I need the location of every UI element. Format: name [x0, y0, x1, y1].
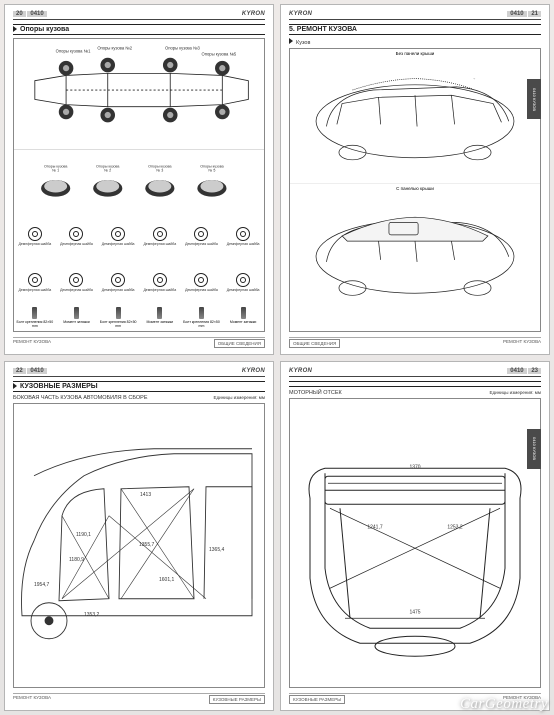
dim-c: 1475 — [409, 609, 420, 615]
section-code: 0410 — [27, 11, 46, 17]
section-title: Опоры кузова — [13, 24, 265, 35]
page-header: KYRON 0410 23 — [289, 368, 541, 377]
bolt-label: Момент затяжки — [230, 320, 257, 324]
page-footer: ОБЩИЕ СВЕДЕНИЯ РЕМОНТ КУЗОВА — [289, 337, 541, 348]
comp-label: Демпферная шайба — [60, 242, 93, 246]
comp-label: Демпферная шайба — [18, 288, 51, 292]
diagram-frame: 0410 КУЗОВ Без панели крыши → С пан — [289, 48, 541, 332]
comp-label: Демпферная шайба — [143, 242, 176, 246]
bolt-label: Момент затяжки — [147, 320, 174, 324]
engine-bay-svg: 1370 1241,7 1253,2 1475 — [290, 399, 540, 688]
car-caption: С панелью крыши — [396, 186, 434, 191]
comp-label: Демпферная шайба — [185, 288, 218, 292]
unit-note: Единицы измерения: мм — [489, 390, 541, 395]
side-tab: 0410 КУЗОВ — [527, 429, 541, 469]
car-caption: Без панели крыши — [396, 51, 435, 56]
car-with-roof: С панелью крыши — [290, 184, 540, 319]
manual-page-4: KYRON 0410 23 МОТОРНЫЙ ОТСЕК Единицы изме… — [280, 361, 550, 712]
page-footer: РЕМОНТ КУЗОВА ОБЩИЕ СВЕДЕНИЯ — [13, 337, 265, 348]
svg-text:Опоры кузова №3: Опоры кузова №3 — [165, 45, 200, 50]
footer-right: ОБЩИЕ СВЕДЕНИЯ — [214, 339, 265, 348]
brand-logo: KYRON — [242, 368, 265, 374]
comp-label: Демпферная шайба — [227, 242, 260, 246]
dim-d: 1954,7 — [34, 581, 50, 587]
svg-text:№ 5: № 5 — [208, 168, 215, 172]
bolt-label: Момент затяжки — [63, 320, 90, 324]
brand-logo: KYRON — [242, 11, 265, 17]
bolt-label: Болт крепления 82×50 mm — [183, 320, 220, 328]
svg-text:№ 1: № 1 — [52, 168, 59, 172]
footer-left: ОБЩИЕ СВЕДЕНИЯ — [289, 339, 340, 348]
comp-label: Демпферная шайба — [18, 242, 51, 246]
diagram-frame: 1180,9 1190,1 1413 1355,7 1954,7 1353,2 … — [13, 403, 265, 689]
manual-page-2: KYRON 0410 21 5. РЕМОНТ КУЗОВА Кузов 041… — [280, 4, 550, 355]
section-title: 5. РЕМОНТ КУЗОВА — [289, 24, 541, 35]
bolt-label: Болт крепления 82×50 mm — [100, 320, 137, 328]
chassis-svg: Опоры кузова №1 Опоры кузова №2 Опоры куз… — [14, 39, 264, 143]
page-number: 20 — [13, 11, 26, 17]
dim-b: 1253,2 — [447, 524, 463, 530]
subtitle-text: БОКОВАЯ ЧАСТЬ КУЗОВА АВТОМОБИЛЯ В СБОРЕ — [13, 395, 147, 401]
page-footer: КУЗОВНЫЕ РАЗМЕРЫ РЕМОНТ КУЗОВА — [289, 693, 541, 704]
dim-c: 1355,7 — [139, 541, 155, 547]
svg-text:→: → — [472, 77, 476, 81]
section-title-text: 5. РЕМОНТ КУЗОВА — [289, 26, 357, 33]
footer-left: КУЗОВНЫЕ РАЗМЕРЫ — [289, 695, 345, 704]
components-grid: Демпферная шайба Демпферная шайба Демпфе… — [14, 214, 264, 331]
section-title-text: Опоры кузова — [20, 26, 69, 33]
footer-left: РЕМОНТ КУЗОВА — [13, 695, 51, 704]
section-title-empty — [289, 381, 541, 387]
comp-label: Демпферная шайба — [227, 288, 260, 292]
subtitle-text: Кузов — [296, 40, 310, 46]
footer-left: РЕМОНТ КУЗОВА — [13, 339, 51, 348]
bolt-label: Болт крепления 82×50 mm — [16, 320, 53, 328]
page-number: 22 — [13, 368, 26, 374]
dim-a: 1241,7 — [367, 524, 383, 530]
page-header: 22 0410 KYRON — [13, 368, 265, 377]
footer-right: РЕМОНТ КУЗОВА — [503, 695, 541, 704]
section-title-text: КУЗОВНЫЕ РАЗМЕРЫ — [20, 383, 98, 390]
dim-f: 1601,1 — [159, 576, 175, 582]
diagram-frame: Опоры кузова №1 Опоры кузова №2 Опоры куз… — [13, 38, 265, 332]
dim-b: 1190,1 — [76, 531, 91, 537]
dim-w: 1370 — [409, 464, 420, 470]
unit-note: Единицы измерения: мм — [213, 395, 265, 400]
section-code: 0410 — [507, 11, 526, 17]
brand-logo: KYRON — [289, 11, 312, 17]
footer-right: РЕМОНТ КУЗОВА — [503, 339, 541, 348]
brand-logo: KYRON — [289, 368, 312, 374]
svg-text:Опоры кузова №5: Опоры кузова №5 — [201, 52, 236, 57]
page-header: KYRON 0410 21 — [289, 11, 541, 20]
page-number: 21 — [528, 11, 541, 17]
dim-g: 1413 — [140, 491, 151, 497]
svg-text:№ 2: № 2 — [104, 168, 111, 172]
section-title: КУЗОВНЫЕ РАЗМЕРЫ — [13, 381, 265, 392]
section-code: 0410 — [507, 368, 526, 374]
manual-page-1: 20 0410 KYRON Опоры кузова — [4, 4, 274, 355]
chassis-diagram: Опоры кузова №1 Опоры кузова №2 Опоры куз… — [14, 39, 264, 150]
comp-label: Демпферная шайба — [185, 242, 218, 246]
page-number: 23 — [528, 368, 541, 374]
car-no-roof: Без панели крыши → — [290, 49, 540, 184]
subtitle-text: МОТОРНЫЙ ОТСЕК — [289, 390, 342, 396]
dim-h: 1365,4 — [209, 546, 225, 552]
body-side-svg: 1180,9 1190,1 1413 1355,7 1954,7 1353,2 … — [14, 404, 264, 688]
comp-label: Демпферная шайба — [60, 288, 93, 292]
svg-text:№ 3: № 3 — [156, 168, 163, 172]
svg-text:Опоры кузова №2: Опоры кузова №2 — [97, 45, 132, 50]
comp-label: Демпферная шайба — [143, 288, 176, 292]
comp-label: Демпферная шайба — [102, 242, 135, 246]
footer-right: КУЗОВНЫЕ РАЗМЕРЫ — [209, 695, 265, 704]
mount-label-row: Опоры кузова№ 1 Опоры кузова№ 2 Опоры ку… — [14, 150, 264, 214]
dim-e: 1353,2 — [84, 611, 100, 617]
diagram-frame: 0410 КУЗОВ 1370 12 — [289, 398, 541, 689]
dim-a: 1180,9 — [69, 556, 84, 562]
svg-text:Опоры кузова №1: Опоры кузова №1 — [56, 49, 91, 54]
comp-label: Демпферная шайба — [102, 288, 135, 292]
page-header: 20 0410 KYRON — [13, 11, 265, 20]
page-footer: РЕМОНТ КУЗОВА КУЗОВНЫЕ РАЗМЕРЫ — [13, 693, 265, 704]
section-code: 0410 — [27, 368, 46, 374]
manual-page-3: 22 0410 KYRON КУЗОВНЫЕ РАЗМЕРЫ БОКОВАЯ Ч… — [4, 361, 274, 712]
